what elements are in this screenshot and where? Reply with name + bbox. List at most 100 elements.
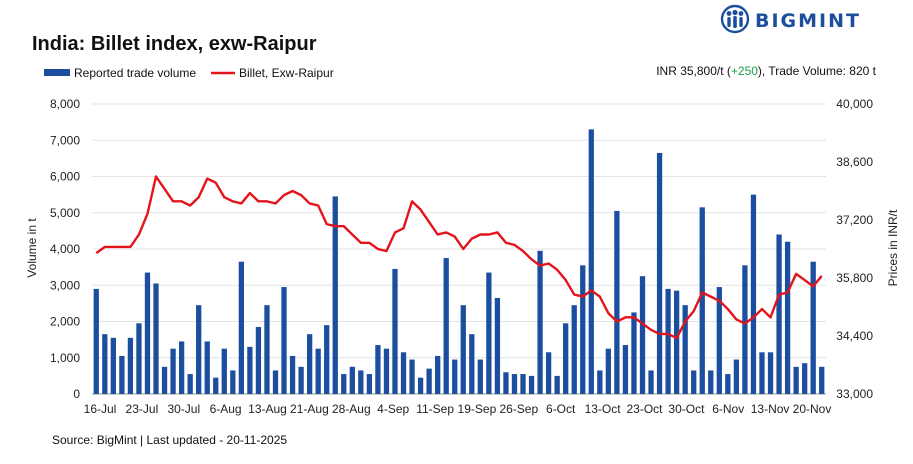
- x-tick-label: 4-Sep: [377, 402, 409, 416]
- volume-bar: [580, 265, 586, 394]
- x-tick-label: 26-Sep: [499, 402, 538, 416]
- y-left-tick-label: 7,000: [50, 133, 80, 147]
- volume-bar: [102, 334, 108, 394]
- volume-bar: [289, 355, 296, 394]
- volume-bar: [588, 129, 594, 395]
- volume-bar: [665, 288, 671, 395]
- y-left-tick-label: 1,000: [50, 351, 80, 365]
- volume-bar: [153, 283, 159, 394]
- y-left-tick-label: 4,000: [50, 242, 80, 256]
- volume-bar: [503, 372, 509, 394]
- y-left-tick-label: 5,000: [50, 206, 80, 220]
- brand-logo: BIGMINT: [720, 4, 861, 34]
- y-right-tick-label: 33,000: [836, 387, 873, 401]
- price-volume-summary: INR 35,800/t (+250), Trade Volume: 820 t: [656, 64, 876, 78]
- volume-bar: [563, 323, 569, 394]
- volume-bar: [725, 374, 731, 394]
- volume-bar: [733, 359, 740, 394]
- volume-bar: [119, 355, 125, 394]
- x-tick-label: 6-Oct: [546, 402, 576, 416]
- volume-bar: [537, 250, 543, 394]
- y-right-tick-label: 34,400: [836, 329, 873, 343]
- volume-bar: [221, 348, 227, 394]
- volume-bar: [238, 261, 244, 394]
- volume-bar: [400, 352, 407, 394]
- volume-bar: [341, 374, 347, 394]
- x-tick-label: 16-Jul: [84, 402, 117, 416]
- volume-bar: [648, 370, 654, 394]
- volume-bar: [571, 305, 577, 394]
- volume-bar: [767, 352, 774, 394]
- volume-bar: [486, 272, 492, 394]
- volume-bar: [264, 305, 270, 394]
- y-right-tick-label: 37,200: [836, 213, 873, 227]
- y-right-tick-label: 35,800: [836, 271, 873, 285]
- volume-bar: [272, 370, 279, 394]
- logo-person-left-head: [726, 11, 732, 16]
- legend-label-volume: Reported trade volume: [74, 66, 196, 80]
- volume-bar: [255, 326, 262, 394]
- volume-bar: [196, 305, 202, 394]
- volume-bar: [392, 268, 398, 394]
- brand-name: BIGMINT: [755, 10, 861, 32]
- logo-person-center-head: [732, 9, 738, 16]
- volume-bar: [230, 370, 236, 394]
- volume-bar: [426, 368, 432, 395]
- volume-bar: [511, 374, 518, 394]
- x-tick-label: 6-Aug: [210, 402, 242, 416]
- volume-bar: [597, 370, 603, 394]
- y-right-tick-label: 38,600: [836, 155, 873, 169]
- volume-bar: [358, 370, 364, 394]
- volume-bar: [127, 337, 134, 394]
- summary-change: +250: [731, 64, 758, 78]
- volume-bar: [477, 359, 483, 394]
- summary-suffix: ), Trade Volume: 820 t: [758, 64, 877, 78]
- volume-bar: [170, 348, 176, 394]
- y-left-tick-label: 0: [73, 387, 80, 401]
- chart-title: India: Billet index, exw-Raipur: [32, 33, 317, 55]
- volume-bar: [656, 152, 663, 394]
- y-right-tick-label: 40,000: [836, 97, 873, 111]
- volume-bar: [520, 374, 526, 394]
- volume-bar: [213, 377, 219, 394]
- y-left-tick-label: 6,000: [50, 170, 80, 184]
- volume-bar: [460, 305, 466, 394]
- volume-bar: [605, 348, 611, 394]
- x-tick-label: 13-Nov: [751, 402, 790, 416]
- volume-bar: [716, 287, 722, 394]
- volume-bar: [247, 346, 253, 395]
- volume-bar: [614, 210, 620, 394]
- x-tick-label: 20-Nov: [793, 402, 832, 416]
- legend-swatch-volume: [44, 69, 70, 76]
- x-tick-label: 11-Sep: [416, 402, 454, 416]
- y-right-ticks: 33,000 34,400 35,800 37,200 38,600 40,000: [836, 97, 873, 401]
- volume-bar: [324, 325, 330, 395]
- x-tick-label: 21-Aug: [290, 402, 329, 416]
- volume-bar: [708, 370, 714, 394]
- volume-bar: [742, 265, 748, 394]
- x-tick-label: 30-Jul: [167, 402, 200, 416]
- x-tick-label: 13-Oct: [585, 402, 622, 416]
- volume-bar: [682, 305, 688, 394]
- y-right-axis-title: Prices in INR/t: [886, 209, 900, 286]
- y-left-tick-label: 8,000: [50, 97, 80, 111]
- volume-bar: [144, 272, 151, 394]
- volume-bar: [622, 345, 629, 394]
- volume-bar: [469, 334, 475, 394]
- volume-bar: [417, 377, 424, 394]
- volume-bar: [699, 207, 705, 394]
- volume-bar: [281, 287, 287, 394]
- gridlines: [92, 103, 826, 395]
- volume-bar: [759, 352, 765, 394]
- volume-bar: [93, 288, 99, 395]
- legend: Reported trade volume Billet, Exw-Raipur: [44, 66, 334, 80]
- x-tick-label: 23-Oct: [626, 402, 663, 416]
- x-ticks: 16-Jul 23-Jul 30-Jul 6-Aug 13-Aug 21-Aug 28-Au…: [84, 402, 832, 416]
- y-left-axis-title: Volume in t: [25, 218, 39, 278]
- volume-bar: [691, 370, 697, 394]
- volume-bar: [409, 359, 415, 394]
- volume-bar: [204, 341, 210, 394]
- volume-bar: [349, 366, 355, 394]
- volume-bars: [93, 129, 825, 395]
